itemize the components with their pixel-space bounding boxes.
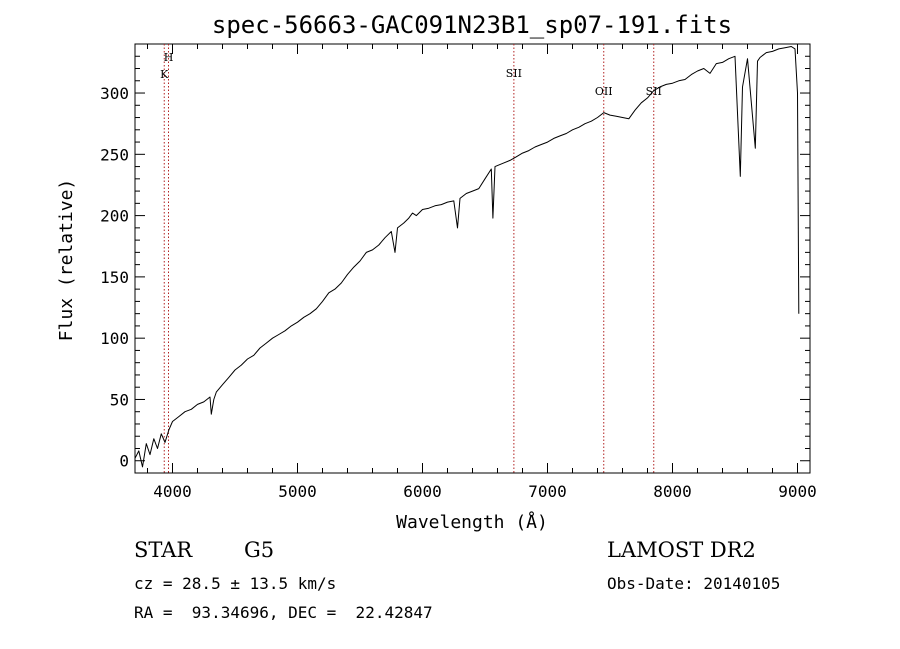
y-tick-label: 100 — [100, 329, 129, 348]
line-marker-label: SII — [506, 67, 522, 80]
spectrum-line — [134, 46, 800, 468]
coordinates-info: RA = 93.34696, DEC = 22.42847 — [134, 603, 433, 622]
y-tick-label: 150 — [100, 268, 129, 287]
y-tick-label: 300 — [100, 84, 129, 103]
y-tick-label: 250 — [100, 145, 129, 164]
object-subclass: G5 — [244, 538, 275, 562]
y-tick-label: 50 — [110, 390, 129, 409]
x-tick-label: 5000 — [278, 482, 317, 501]
survey-name: LAMOST DR2 — [607, 538, 756, 562]
redshift-info: cz = 28.5 ± 13.5 km/s — [134, 574, 337, 593]
x-tick-label: 6000 — [403, 482, 442, 501]
obs-date: Obs-Date: 20140105 — [607, 574, 781, 593]
axis-ticks — [135, 43, 810, 473]
x-tick-label: 9000 — [778, 482, 817, 501]
y-tick-label: 0 — [119, 452, 129, 471]
spectrum-series — [134, 46, 800, 468]
tick-labels: 4000 5000 6000 7000 8000 9000 0 50 100 150 200 250 3… — [100, 84, 817, 501]
chart-title: spec-56663-GAC091N23B1_sp07-191.fits — [212, 11, 732, 39]
x-axis-label: Wavelength (Å) — [396, 511, 548, 533]
y-axis-label: Flux (relative) — [56, 179, 77, 342]
y-tick-label: 200 — [100, 207, 129, 226]
x-tick-label: 4000 — [153, 482, 192, 501]
line-marker-label: H — [164, 51, 174, 64]
line-marker-label: K — [160, 68, 169, 81]
line-marker-label: OII — [595, 85, 613, 98]
plot-frame — [134, 43, 811, 474]
object-type: STAR — [134, 538, 193, 562]
plot-border — [134, 43, 811, 474]
x-tick-label: 8000 — [653, 482, 692, 501]
x-tick-label: 7000 — [528, 482, 567, 501]
